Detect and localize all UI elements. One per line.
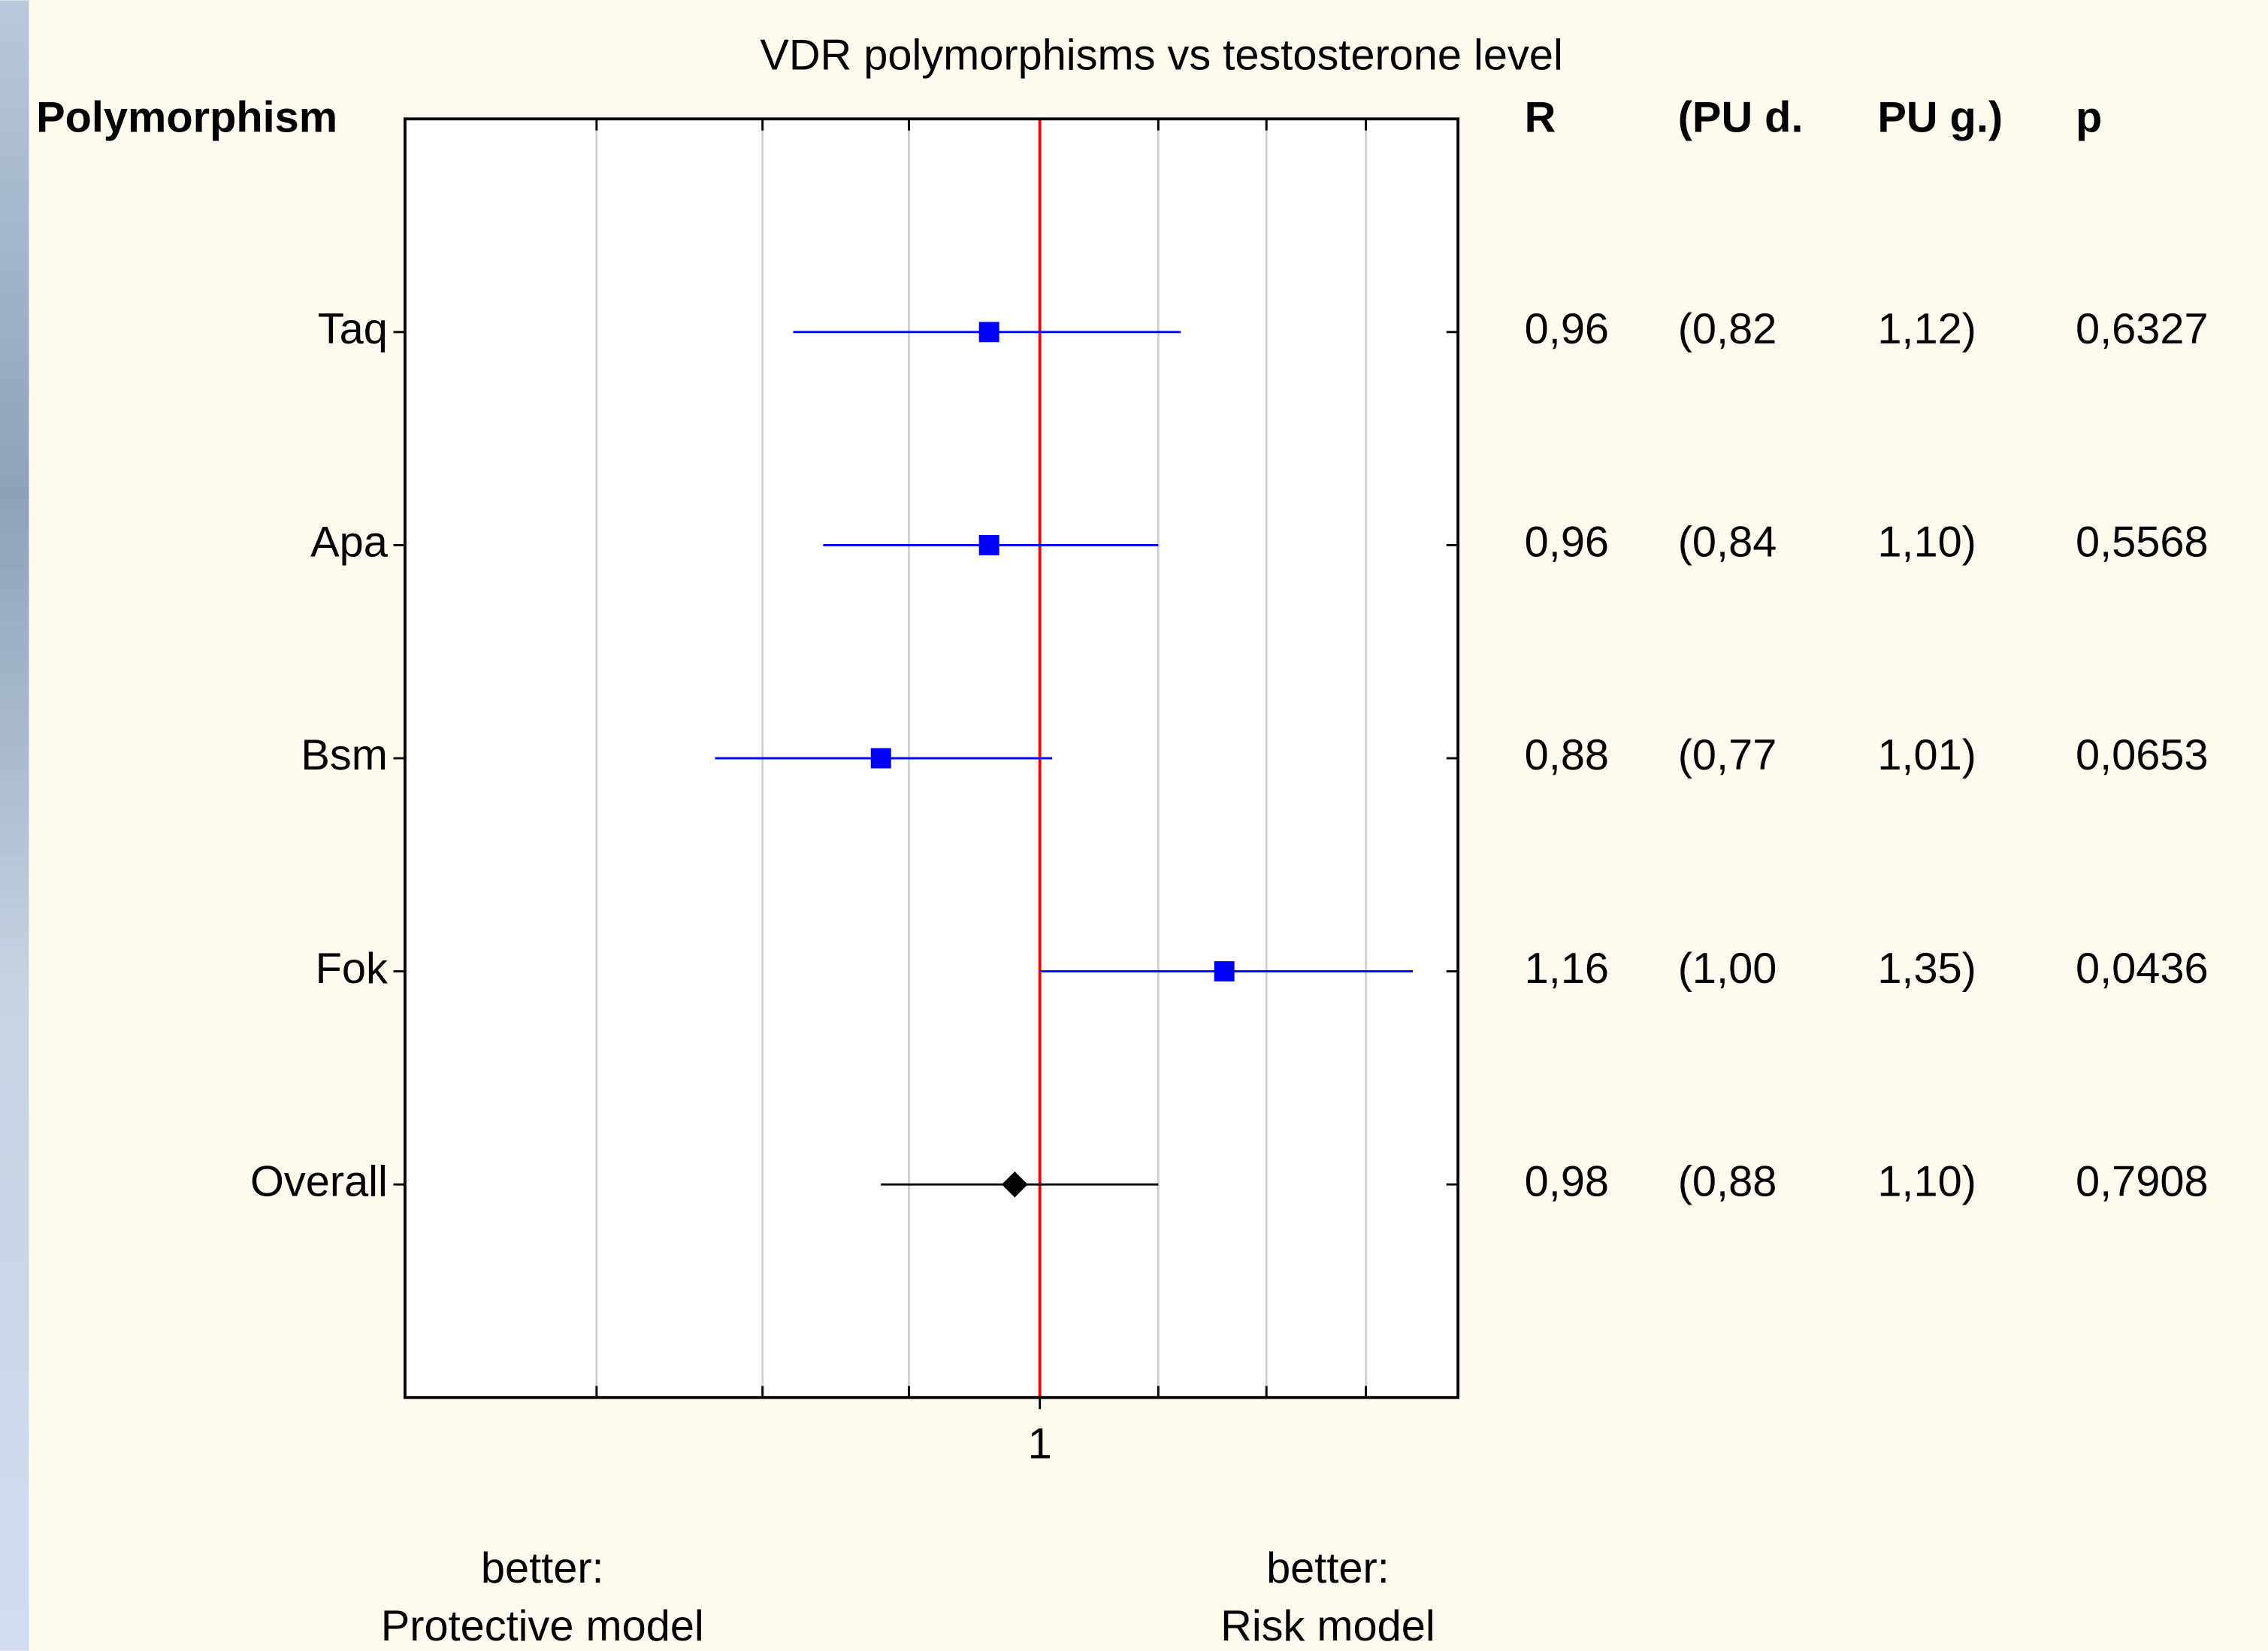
table-cell: 0,7908 (2076, 1157, 2209, 1205)
row-header: Polymorphism (36, 93, 337, 141)
table-cell: 1,16 (1525, 945, 1609, 993)
annotation: Protective model (381, 1602, 704, 1650)
side-strip (0, 0, 29, 1651)
annotation: better: (1266, 1544, 1390, 1592)
table-cell: 0,5568 (2076, 519, 2209, 567)
category-label: Apa (310, 519, 389, 567)
table-cell: 0,0436 (2076, 945, 2209, 993)
point-estimate (978, 322, 999, 343)
point-estimate (1001, 1171, 1028, 1198)
table-cell: (0,88 (1678, 1157, 1777, 1205)
column-header: (PU d. (1678, 93, 1804, 141)
category-label: Fok (316, 945, 388, 993)
annotation: better: (481, 1544, 604, 1592)
category-label: Overall (250, 1157, 388, 1205)
point-estimate (978, 534, 999, 555)
table-cell: 0,98 (1525, 1157, 1609, 1205)
column-header: p (2076, 93, 2102, 141)
table-cell: 0,96 (1525, 305, 1609, 353)
table-cell: 1,35) (1877, 945, 1976, 993)
point-estimate (870, 748, 891, 769)
table-cell: 1,10) (1877, 1157, 1976, 1205)
table-cell: (1,00 (1678, 945, 1777, 993)
column-header: PU g.) (1877, 93, 2003, 141)
plot-frame (404, 117, 1460, 1399)
table-cell: 0,88 (1525, 731, 1609, 779)
chart-title: VDR polymorphisms vs testosterone level (760, 32, 1562, 80)
table-cell: 1,10) (1877, 519, 1976, 567)
table-cell: (0,84 (1678, 519, 1777, 567)
table-cell: 0,96 (1525, 519, 1609, 567)
plot-layer: 1 R (PU d. PU g.) p Taq 0,96 (0,82 1,12) 0,6327 Ap… (250, 93, 2209, 1650)
table-cell: 0,0653 (2076, 731, 2209, 779)
category-label: Taq (318, 305, 388, 353)
table-cell: 1,01) (1877, 731, 1976, 779)
point-estimate (1214, 961, 1235, 982)
x-tick-label: 1 (1028, 1420, 1052, 1468)
table-cell: 1,12) (1877, 305, 1976, 353)
column-header: R (1525, 93, 1556, 141)
table-cell: 0,6327 (2076, 305, 2209, 353)
table-cell: (0,82 (1678, 305, 1777, 353)
table-cell: (0,77 (1678, 731, 1777, 779)
annotation: Risk model (1220, 1602, 1435, 1650)
category-label: Bsm (301, 731, 387, 779)
